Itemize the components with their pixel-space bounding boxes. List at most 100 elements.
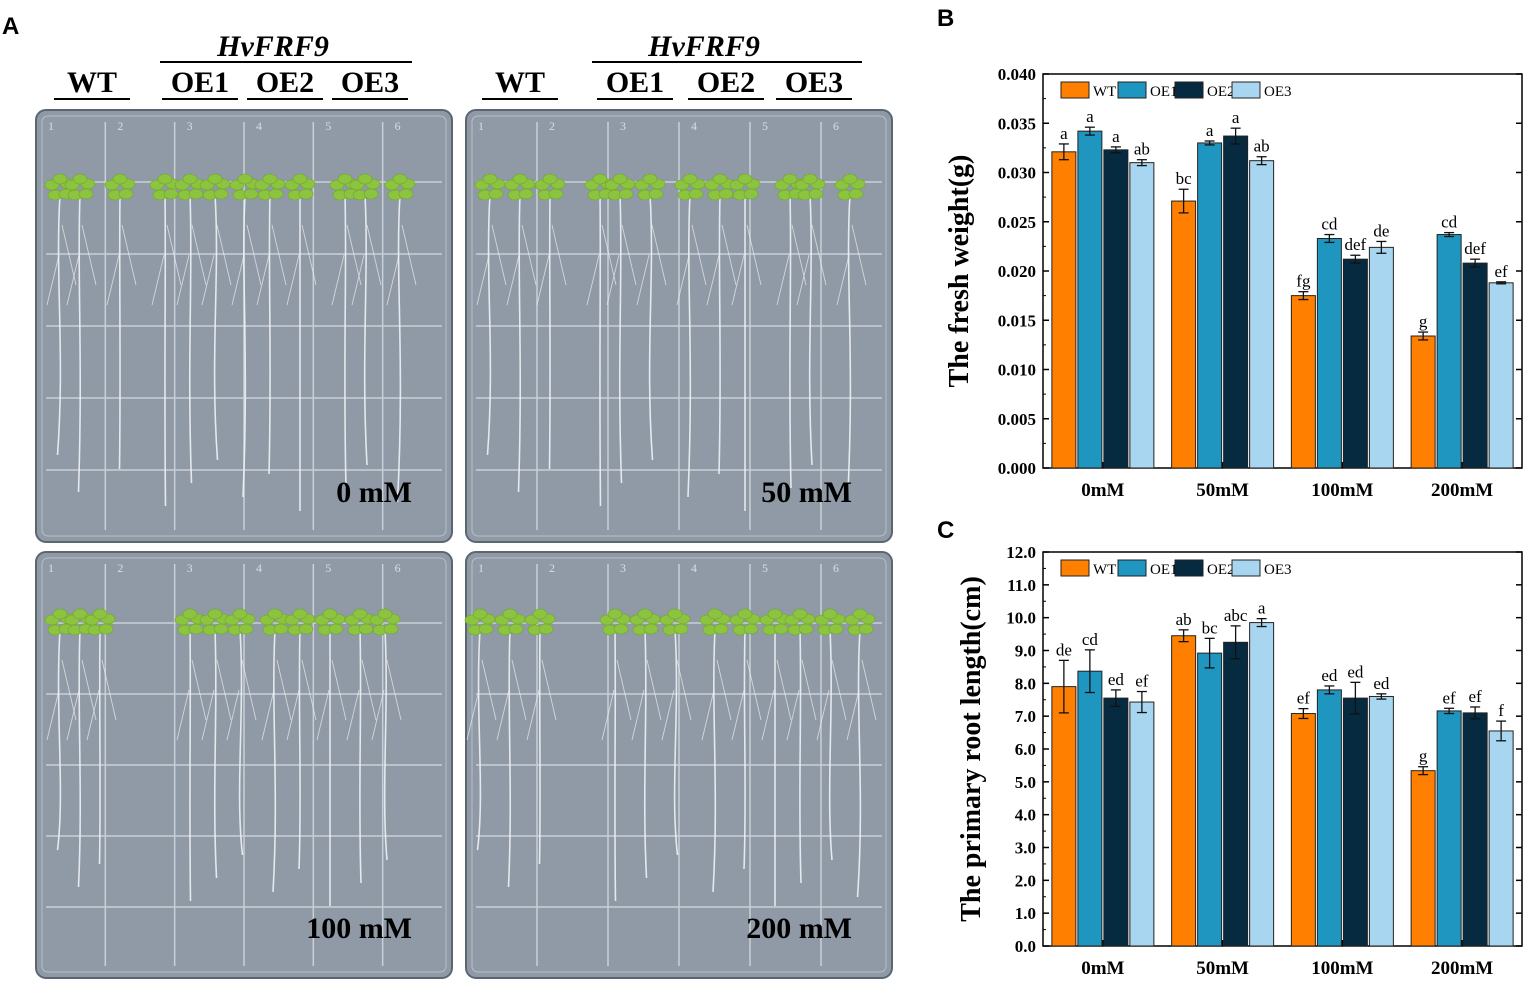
- bar-oe2: [1103, 149, 1129, 469]
- significance-letter: ab: [1254, 137, 1270, 156]
- y-tick-label: 5.0: [1015, 773, 1036, 792]
- y-tick-label: 11.0: [1007, 576, 1036, 595]
- genotype-label: OE2: [256, 66, 314, 99]
- significance-letter: de: [1056, 640, 1072, 659]
- chart-root-length: 0.0 1.0 2.0 3.0 4.0 5.0 6.0 7.0 8.0 9.0 10.0 11.0 12…: [956, 543, 1523, 979]
- gene-label: HvFRF9: [647, 30, 760, 63]
- y-tick-label: 3.0: [1015, 839, 1036, 858]
- root: [856, 629, 862, 898]
- leaf: [802, 173, 818, 185]
- leaf-rosette: [284, 173, 316, 201]
- significance-letter: bc: [1176, 169, 1193, 188]
- lateral-root: [231, 224, 262, 306]
- legend-swatch-oe2: [1174, 559, 1204, 577]
- root: [272, 629, 277, 893]
- leaf: [518, 188, 534, 200]
- leaf: [607, 608, 623, 620]
- plate-column-number: 5: [325, 561, 331, 575]
- lateral-root: [66, 224, 97, 306]
- lateral-root: [601, 659, 632, 741]
- bar-oe1: [1197, 142, 1223, 469]
- root: [396, 194, 402, 503]
- root: [344, 194, 347, 489]
- leaf-rosette: [844, 608, 876, 636]
- bar-wt: [1290, 295, 1316, 469]
- leaf: [743, 623, 759, 635]
- plate-column-number: 5: [762, 561, 768, 575]
- significance-letter: a: [1112, 127, 1120, 146]
- legend-label: OE1: [1150, 562, 1178, 578]
- photo-panel: HvFRF9 WT OE1 OE2 OE3 HvFRF9 WT OE1 OE2 OE3 1 2 3 4 5 6…: [35, 30, 893, 979]
- root: [98, 629, 101, 865]
- lateral-root: [346, 659, 377, 741]
- lateral-root: [761, 659, 792, 741]
- leaf: [613, 623, 629, 635]
- bar-wt: [1171, 200, 1197, 469]
- significance-letter: ed: [1373, 674, 1390, 693]
- root: [789, 194, 792, 489]
- leaf: [743, 188, 759, 200]
- leaf-rosette: [504, 173, 536, 201]
- plate-rim: [41, 557, 447, 973]
- significance-letter: ab: [1134, 140, 1150, 159]
- leaf-rosette: [174, 173, 206, 201]
- significance-letter: ef: [1495, 262, 1509, 281]
- y-tick-label: 0.040: [998, 65, 1036, 84]
- plate-rim: [471, 115, 887, 537]
- y-tick-label: 4.0: [1015, 806, 1036, 825]
- leaf: [718, 188, 734, 200]
- root: [538, 629, 541, 865]
- lateral-root: [46, 224, 77, 306]
- leaf: [72, 173, 88, 185]
- leaf-rosette: [629, 608, 661, 636]
- plate-column-number: 5: [762, 119, 768, 133]
- root: [56, 629, 62, 851]
- leaf: [548, 188, 564, 200]
- leaf: [52, 608, 68, 620]
- leaf: [472, 608, 488, 620]
- leaf: [268, 188, 284, 200]
- lateral-root: [661, 659, 692, 741]
- leaf: [352, 608, 368, 620]
- y-tick-label: 0.000: [998, 459, 1036, 478]
- significance-letter: ed: [1347, 662, 1364, 681]
- legend-swatch-oe1: [1117, 559, 1147, 577]
- plate-column-number: 4: [256, 119, 262, 133]
- lateral-root: [701, 659, 732, 741]
- root: [486, 194, 492, 456]
- y-tick-label: 12.0: [1006, 543, 1036, 562]
- leaf: [508, 623, 524, 635]
- lateral-root: [316, 659, 347, 741]
- x-tick-label: 0mM: [1081, 480, 1124, 501]
- lateral-root: [731, 659, 762, 741]
- panel-letter-b: B: [937, 5, 954, 32]
- leaf-rosette: [284, 608, 316, 636]
- leaf: [92, 608, 108, 620]
- leaf-rosette: [659, 608, 691, 636]
- bar-oe1: [1316, 237, 1342, 469]
- plate-column-number: 5: [325, 119, 331, 133]
- leaf: [502, 608, 518, 620]
- root: [189, 629, 192, 902]
- significance-letter: de: [1373, 221, 1389, 240]
- leaf: [207, 173, 223, 185]
- significance-letter: fg: [1296, 272, 1311, 291]
- bar-oe2: [1462, 712, 1488, 947]
- leaf: [52, 173, 68, 185]
- lateral-root: [106, 224, 137, 306]
- bar-oe2: [1103, 697, 1129, 947]
- leaf: [707, 608, 723, 620]
- leaf: [542, 173, 558, 185]
- plate-column-number: 2: [117, 119, 123, 133]
- leaf: [808, 188, 824, 200]
- leaf: [767, 608, 783, 620]
- lateral-root: [586, 224, 617, 306]
- lateral-root: [226, 659, 257, 741]
- lateral-root: [256, 224, 287, 306]
- plate-column-number: 6: [395, 119, 401, 133]
- plate-column-number: 6: [833, 561, 839, 575]
- root: [618, 194, 623, 484]
- root: [363, 194, 368, 466]
- leaf: [78, 188, 94, 200]
- significance-letter: a: [1258, 599, 1266, 618]
